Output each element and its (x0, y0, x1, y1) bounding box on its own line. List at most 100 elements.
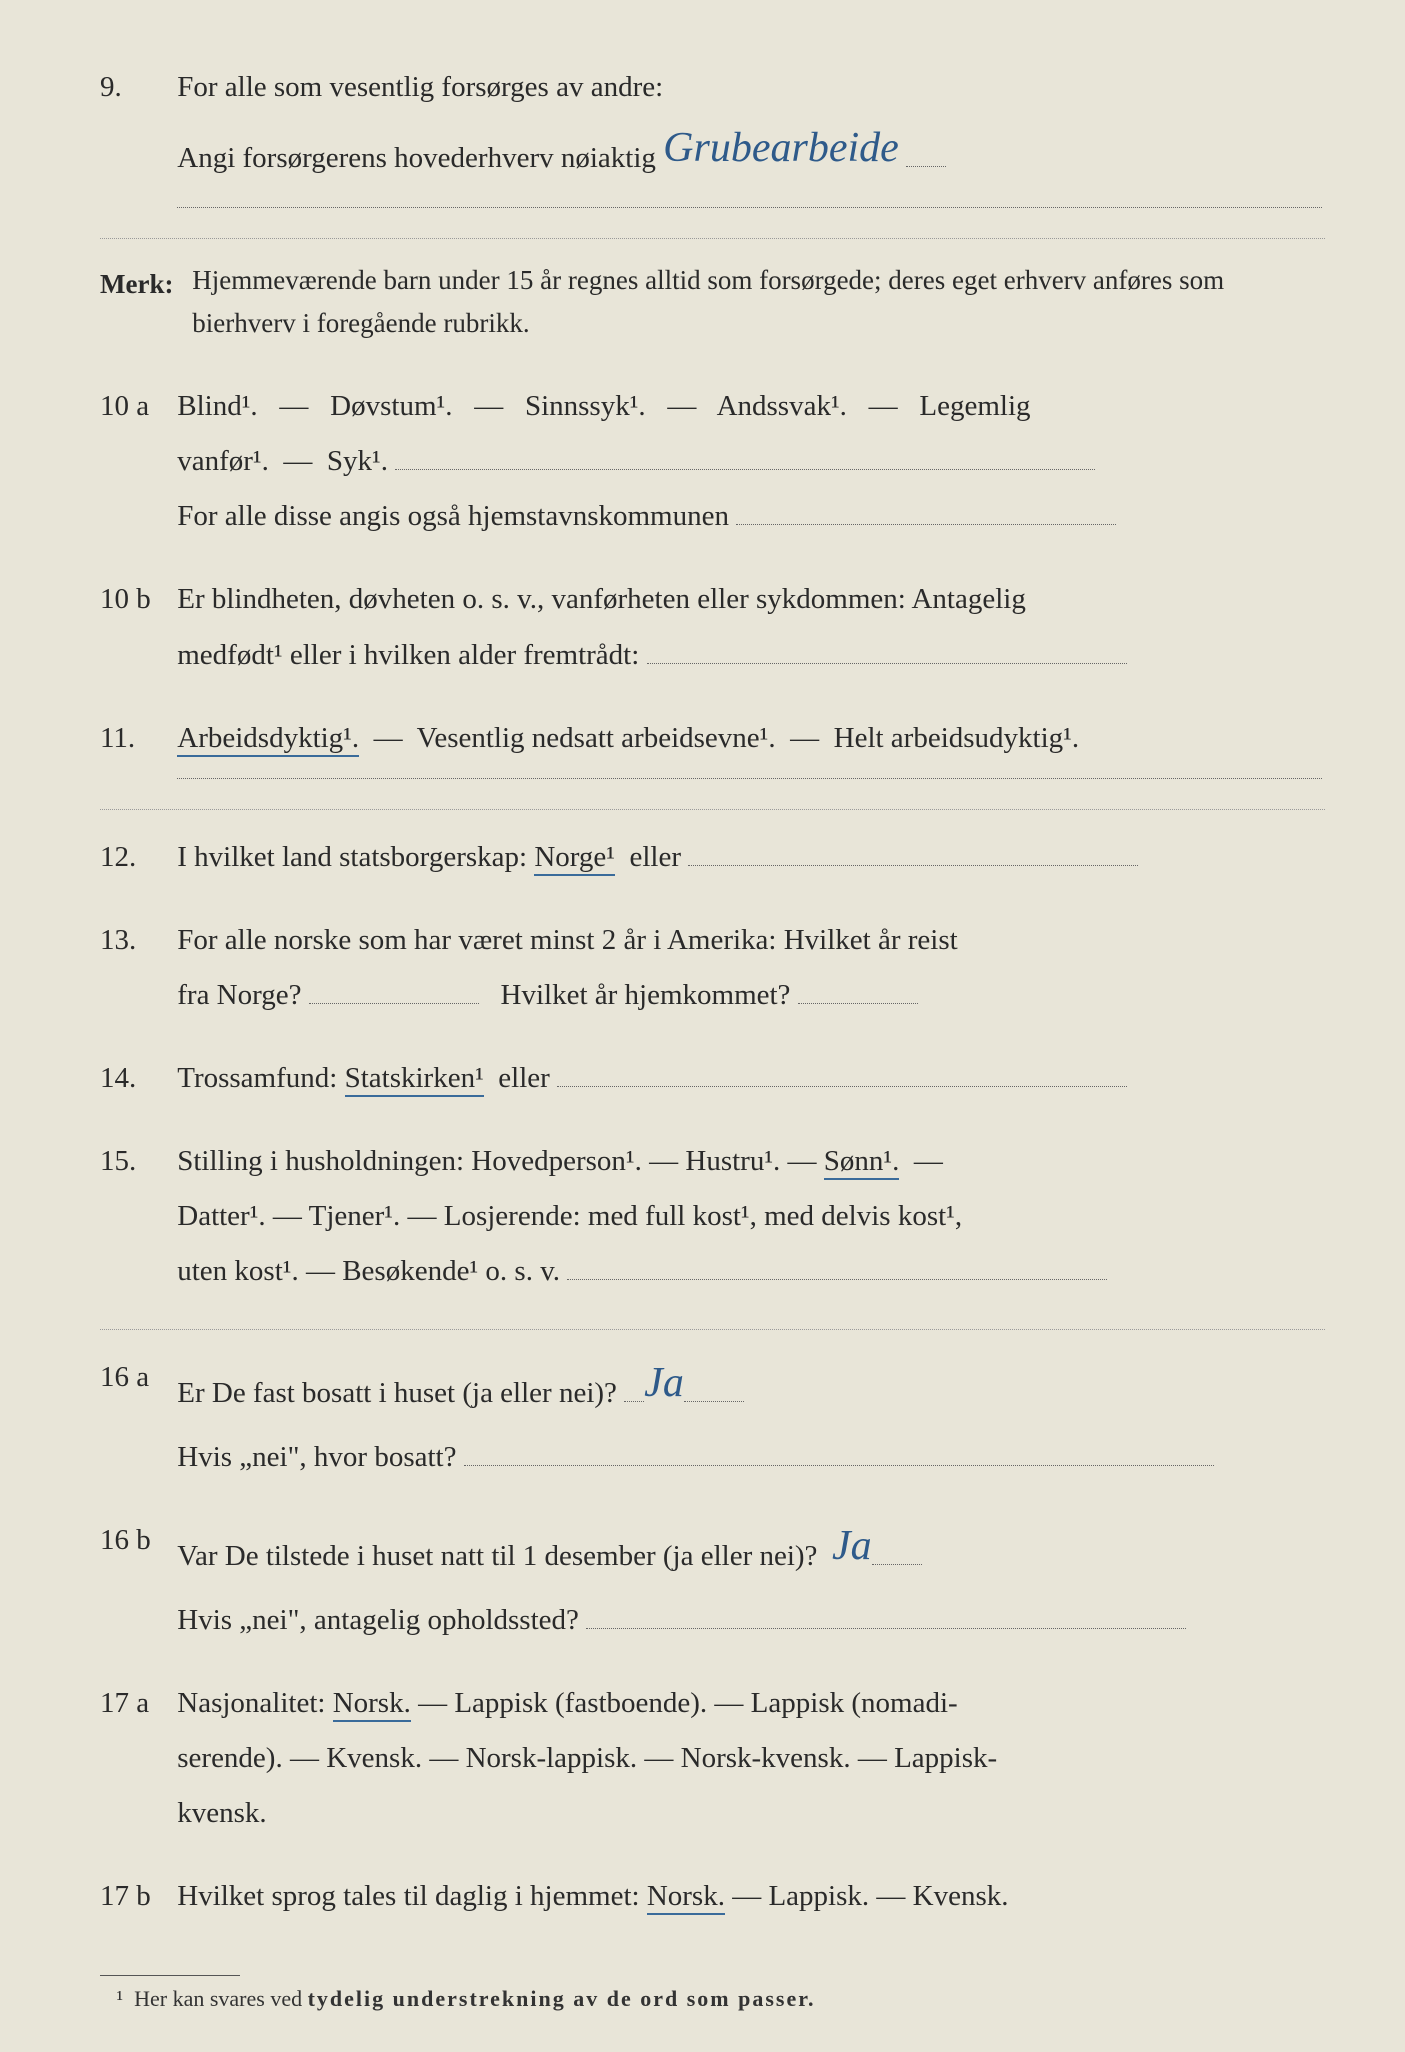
q12-body: I hvilket land statsborgerskap: Norge¹ e… (177, 830, 1322, 885)
footnote-num: ¹ (117, 1986, 124, 2011)
question-10b: 10 b Er blindheten, døvheten o. s. v., v… (100, 572, 1325, 682)
footnote-bold: tydelig understrekning av de ord som pas… (308, 1986, 816, 2011)
q17b-pre: Hvilket sprog tales til daglig i hjemmet… (177, 1880, 647, 1912)
q15-line3: uten kost¹. — Besøkende¹ o. s. v. (177, 1255, 560, 1287)
separator (100, 238, 1325, 239)
q16a-number: 16 a (100, 1350, 170, 1405)
q9-body: For alle som vesentlig forsørges av andr… (177, 60, 1322, 208)
separator (100, 809, 1325, 810)
q17b-rest: — Lappisk. — Kvensk. (732, 1880, 1008, 1912)
q17a-body: Nasjonalitet: Norsk. — Lappisk (fastboen… (177, 1676, 1322, 1841)
q17b-norsk: Norsk. (647, 1880, 725, 1915)
q10b-number: 10 b (100, 572, 170, 627)
question-16b: 16 b Var De tilstede i huset natt til 1 … (100, 1513, 1325, 1648)
footnote-separator (100, 1975, 240, 1976)
q16a-body: Er De fast bosatt i huset (ja eller nei)… (177, 1350, 1322, 1485)
separator (100, 1329, 1325, 1330)
q16b-number: 16 b (100, 1513, 170, 1568)
q17a-line3: kvensk. (177, 1797, 266, 1829)
dotted-fill (736, 524, 1116, 525)
question-14: 14. Trossamfund: Statskirken¹ eller (100, 1051, 1325, 1106)
q10b-body: Er blindheten, døvheten o. s. v., vanfør… (177, 572, 1322, 682)
dotted-fill (872, 1564, 922, 1565)
q15-body: Stilling i husholdningen: Hovedperson¹. … (177, 1134, 1322, 1299)
question-11: 11. Arbeidsdyktig¹. — Vesentlig nedsatt … (100, 711, 1325, 779)
q17a-pre: Nasjonalitet: (177, 1687, 332, 1719)
q17a-rest1: — Lappisk (fastboende). — Lappisk (nomad… (418, 1687, 958, 1719)
dotted-fill (688, 865, 1138, 866)
dotted-fill (906, 166, 946, 167)
q10a-andssvak: Andssvak¹. (717, 390, 847, 422)
q10b-line1: Er blindheten, døvheten o. s. v., vanfør… (177, 583, 1026, 615)
q17a-line2: serende). — Kvensk. — Norsk-lappisk. — N… (177, 1742, 997, 1774)
q11-opt1: Arbeidsdyktig¹. (177, 722, 359, 757)
q10a-syk: Syk¹. (327, 445, 388, 477)
merk-note: Merk: Hjemmeværende barn under 15 år reg… (100, 259, 1325, 351)
q16b-answer: Ja (832, 1507, 872, 1587)
question-16a: 16 a Er De fast bosatt i huset (ja eller… (100, 1350, 1325, 1485)
q11-number: 11. (100, 711, 170, 766)
q10a-number: 10 a (100, 379, 170, 434)
q16b-body: Var De tilstede i huset natt til 1 desem… (177, 1513, 1322, 1648)
q10b-line2: medfødt¹ eller i hvilken alder fremtrådt… (177, 639, 639, 671)
q10a-sinnssyk: Sinnssyk¹. (525, 390, 646, 422)
q14-number: 14. (100, 1051, 170, 1106)
question-17a: 17 a Nasjonalitet: Norsk. — Lappisk (fas… (100, 1676, 1325, 1841)
q9-line2-pre: Angi forsørgerens hovederhverv nøiaktig (177, 142, 656, 174)
q11-opt2: Vesentlig nedsatt arbeidsevne¹. (417, 722, 776, 754)
dotted-fill-line (177, 207, 1322, 208)
dotted-fill (647, 663, 1127, 664)
q10a-blind: Blind¹. (177, 390, 257, 422)
q13-body: For alle norske som har været minst 2 år… (177, 913, 1322, 1023)
dotted-fill (586, 1628, 1186, 1629)
q9-number: 9. (100, 60, 170, 115)
q16b-line2: Hvis „nei", antagelig opholdssted? (177, 1604, 579, 1636)
q16a-pre: Er De fast bosatt i huset (ja eller nei)… (177, 1377, 617, 1409)
q11-body: Arbeidsdyktig¹. — Vesentlig nedsatt arbe… (177, 711, 1322, 779)
dotted-fill (798, 1003, 918, 1004)
q16a-answer: Ja (644, 1344, 684, 1424)
q13-line2a: fra Norge? (177, 979, 301, 1011)
footnote: ¹ Her kan svares ved tydelig understrekn… (100, 1986, 1325, 2012)
dotted-fill (464, 1465, 1214, 1466)
q17b-body: Hvilket sprog tales til daglig i hjemmet… (177, 1869, 1322, 1924)
q12-eller: eller (629, 841, 681, 873)
question-15: 15. Stilling i husholdningen: Hovedperso… (100, 1134, 1325, 1299)
dotted-fill (624, 1401, 644, 1402)
q13-line2b: Hvilket år hjemkommet? (501, 979, 791, 1011)
dotted-fill (395, 469, 1095, 470)
merk-text: Hjemmeværende barn under 15 år regnes al… (192, 259, 1322, 345)
q10a-dovstum: Døvstum¹. (330, 390, 452, 422)
q10a-legemlig: Legemlig (919, 390, 1030, 422)
question-17b: 17 b Hvilket sprog tales til daglig i hj… (100, 1869, 1325, 1924)
q12-norge: Norge¹ (534, 841, 615, 876)
q15-pre: Stilling i husholdningen: Hovedperson¹. … (177, 1145, 824, 1177)
question-13: 13. For alle norske som har været minst … (100, 913, 1325, 1023)
q12-pre: I hvilket land statsborgerskap: (177, 841, 534, 873)
q10a-line2: For alle disse angis også hjemstavnskomm… (177, 500, 729, 532)
q16b-pre: Var De tilstede i huset natt til 1 desem… (177, 1540, 817, 1572)
question-9: 9. For alle som vesentlig forsørges av a… (100, 60, 1325, 208)
q17b-number: 17 b (100, 1869, 170, 1924)
question-12: 12. I hvilket land statsborgerskap: Norg… (100, 830, 1325, 885)
question-10a: 10 a Blind¹. — Døvstum¹. — Sinnssyk¹. — … (100, 379, 1325, 544)
q17a-number: 17 a (100, 1676, 170, 1731)
q14-body: Trossamfund: Statskirken¹ eller (177, 1051, 1322, 1106)
q9-answer: Grubearbeide (663, 109, 899, 189)
dotted-fill (567, 1279, 1107, 1280)
dotted-fill (684, 1401, 744, 1402)
q9-line1: For alle som vesentlig forsørges av andr… (177, 71, 663, 103)
dotted-fill (309, 1003, 479, 1004)
dotted-fill (557, 1086, 1127, 1087)
q15-sonn: Sønn¹. (824, 1145, 900, 1180)
q10a-vanfor: vanfør¹. (177, 445, 269, 477)
q13-line1: For alle norske som har været minst 2 år… (177, 924, 957, 956)
merk-label: Merk: (100, 259, 185, 310)
q12-number: 12. (100, 830, 170, 885)
q15-number: 15. (100, 1134, 170, 1189)
q16a-line2: Hvis „nei", hvor bosatt? (177, 1441, 456, 1473)
footnote-pre: Her kan svares ved (134, 1986, 308, 2011)
q14-eller: eller (498, 1062, 550, 1094)
q13-number: 13. (100, 913, 170, 968)
q17a-norsk: Norsk. (333, 1687, 411, 1722)
